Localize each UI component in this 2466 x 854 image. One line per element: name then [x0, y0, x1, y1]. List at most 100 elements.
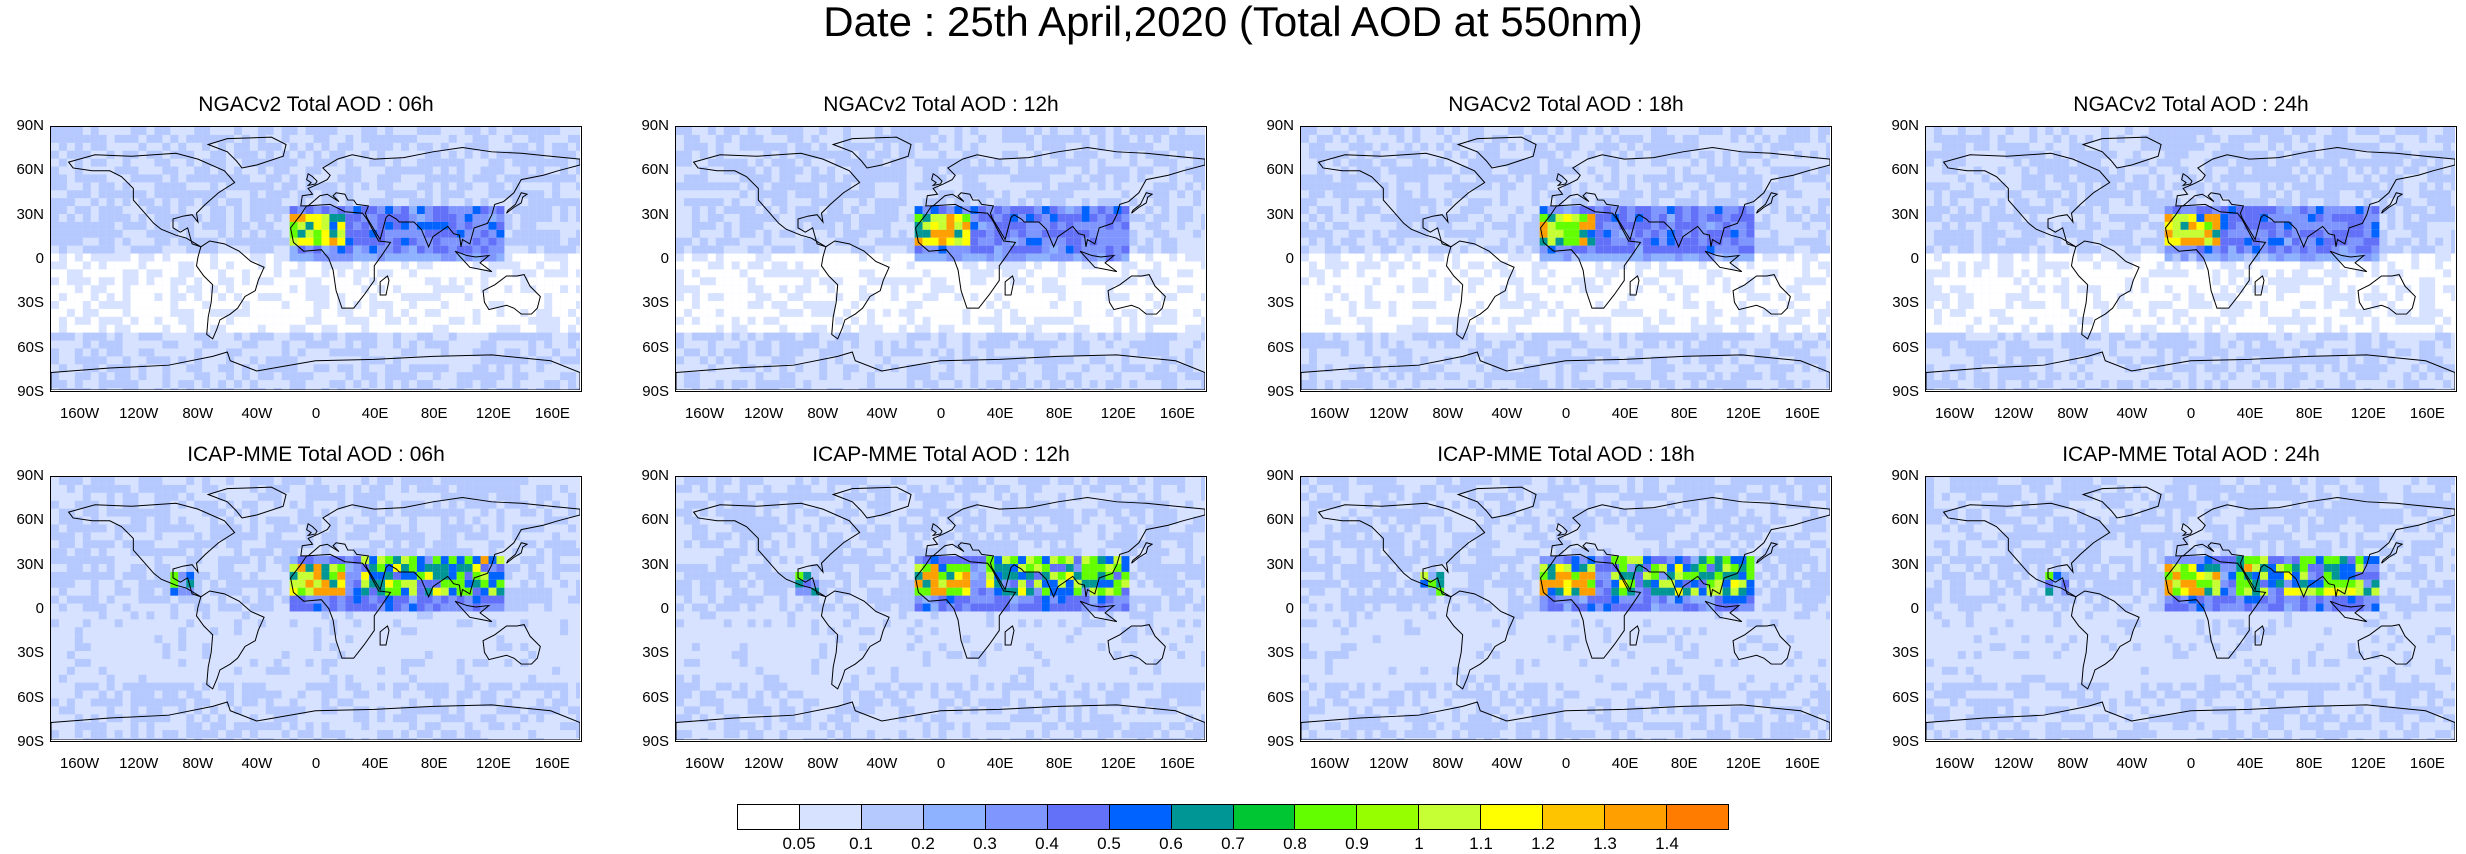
aod-cell [345, 182, 354, 191]
aod-cell [1926, 150, 1934, 159]
aod-cell [906, 214, 915, 222]
aod-cell [851, 245, 859, 254]
aod-cell [2355, 206, 2364, 215]
aod-cell [771, 293, 780, 302]
aod-cell [1308, 332, 1317, 341]
aod-cell [1635, 221, 1644, 230]
aod-cell [1714, 380, 1723, 389]
aod-cell [2371, 166, 2380, 175]
aod-cell [432, 253, 441, 262]
aod-cell [1026, 301, 1034, 309]
aod-cell [1372, 269, 1381, 278]
aod-cell [66, 285, 75, 294]
aod-cell [440, 229, 449, 238]
aod-cell [385, 142, 394, 151]
aod-cell [676, 182, 684, 191]
aod-cell [930, 214, 939, 222]
aod-cell [114, 214, 123, 222]
aod-cell [866, 142, 875, 151]
aod-cell [321, 388, 330, 390]
aod-cell [1089, 206, 1098, 215]
aod-cell [321, 214, 330, 222]
aod-cell [2331, 229, 2340, 238]
aod-cell [2021, 221, 2030, 230]
aod-cell [2124, 221, 2133, 230]
aod-cell [1706, 245, 1715, 254]
aod-cell [480, 293, 489, 302]
aod-cell [2244, 214, 2253, 222]
aod-cell [576, 261, 580, 270]
aod-cell [138, 348, 147, 357]
aod-cell [2411, 221, 2420, 230]
aod-cell [512, 158, 521, 167]
aod-cell [1301, 301, 1309, 309]
aod-cell [994, 237, 1003, 246]
aod-cell [576, 277, 580, 286]
aod-cell [787, 285, 796, 294]
aod-cell [1468, 198, 1477, 207]
aod-cell [369, 134, 378, 143]
lon-tick-label: 160E [1784, 405, 1820, 422]
aod-cell [162, 293, 171, 302]
aod-cell [1388, 364, 1397, 373]
aod-cell [162, 301, 171, 309]
aod-cell [2045, 206, 2054, 215]
aod-cell [321, 134, 330, 143]
aod-cell [186, 174, 195, 183]
aod-cell [1301, 134, 1309, 143]
aod-cell [297, 285, 306, 294]
aod-cell [1065, 221, 1074, 230]
aod-cell [2228, 166, 2237, 175]
aod-cell [1348, 182, 1357, 191]
aod-cell [2029, 229, 2038, 238]
aod-cell [787, 229, 796, 238]
aod-cell [2276, 237, 2284, 246]
aod-cell [1682, 253, 1691, 262]
aod-cell [1965, 134, 1974, 143]
aod-cell [1754, 316, 1763, 325]
aod-cell [2331, 221, 2340, 230]
aod-cell [202, 190, 211, 199]
aod-cell [448, 245, 457, 254]
aod-cell [2093, 190, 2102, 199]
aod-cell [1033, 166, 1042, 175]
aod-cell [683, 253, 692, 262]
aod-cell [82, 364, 91, 373]
aod-cell [771, 308, 780, 317]
aod-cell [289, 174, 298, 183]
aod-cell [488, 324, 497, 333]
aod-cell [51, 214, 59, 222]
aod-cell [90, 198, 99, 207]
aod-cell [1706, 182, 1715, 191]
aod-cell [1957, 229, 1966, 238]
aod-cell [202, 324, 211, 333]
aod-cell [74, 174, 83, 183]
aod-cell [954, 245, 963, 254]
aod-cell [2291, 174, 2300, 183]
aod-cell [1611, 229, 1620, 238]
aod-cell [408, 348, 417, 357]
aod-cell [1651, 285, 1659, 294]
aod-cell [1690, 134, 1699, 143]
aod-cell [954, 134, 963, 143]
aod-cell [771, 182, 780, 191]
aod-cell [1105, 253, 1114, 262]
aod-cell [416, 285, 425, 294]
aod-cell [1033, 237, 1042, 246]
aod-cell [337, 150, 346, 159]
aod-cell [946, 158, 955, 167]
aod-cell [1129, 364, 1138, 373]
aod-cell [1698, 348, 1707, 357]
aod-cell [138, 364, 147, 373]
aod-cell [1571, 229, 1580, 238]
aod-cell [2283, 134, 2292, 143]
aod-cell [1145, 372, 1154, 381]
aod-cell [851, 261, 859, 270]
aod-cell [233, 198, 242, 207]
aod-cell [1611, 237, 1620, 246]
aod-cell [1483, 245, 1492, 254]
aod-cell [2029, 261, 2038, 270]
aod-cell [210, 316, 219, 325]
aod-cell [480, 380, 489, 389]
aod-cell [1603, 261, 1612, 270]
